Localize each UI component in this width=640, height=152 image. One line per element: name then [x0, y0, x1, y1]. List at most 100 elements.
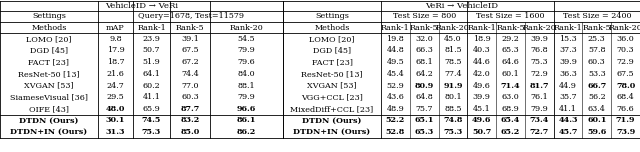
Text: 52.9: 52.9 — [387, 81, 404, 90]
Text: 77.0: 77.0 — [181, 81, 199, 90]
Text: 79.9: 79.9 — [531, 105, 548, 113]
Text: Rank-20: Rank-20 — [522, 24, 556, 31]
Text: Query=1678, Test=11579: Query=1678, Test=11579 — [138, 12, 243, 21]
Text: Rank-1: Rank-1 — [381, 24, 410, 31]
Text: 39.9: 39.9 — [531, 35, 548, 43]
Text: 49.6: 49.6 — [472, 116, 492, 124]
Text: LOMO [20]: LOMO [20] — [309, 35, 355, 43]
Text: 75.3: 75.3 — [444, 128, 463, 136]
Text: 30.1: 30.1 — [106, 116, 125, 124]
Text: 80.1: 80.1 — [444, 93, 461, 101]
Text: 41.1: 41.1 — [143, 93, 161, 101]
Text: Settings: Settings — [32, 12, 66, 21]
Text: 72.9: 72.9 — [617, 58, 634, 66]
Text: DTDN (Ours): DTDN (Ours) — [19, 116, 79, 124]
Text: 45.0: 45.0 — [444, 35, 461, 43]
Text: 45.1: 45.1 — [473, 105, 491, 113]
Text: LOMO [20]: LOMO [20] — [26, 35, 72, 43]
Text: 73.9: 73.9 — [616, 128, 636, 136]
Text: XVGAN [53]: XVGAN [53] — [24, 81, 74, 90]
Text: 18.9: 18.9 — [473, 35, 491, 43]
Text: 48.9: 48.9 — [387, 105, 404, 113]
Text: 31.3: 31.3 — [106, 128, 125, 136]
Text: 76.1: 76.1 — [531, 93, 548, 101]
Text: VGG+CCL [23]: VGG+CCL [23] — [301, 93, 363, 101]
Text: 79.9: 79.9 — [237, 93, 255, 101]
Text: 44.3: 44.3 — [558, 116, 578, 124]
Text: 43.6: 43.6 — [387, 93, 404, 101]
Text: 48.0: 48.0 — [106, 105, 125, 113]
Text: Rank-5: Rank-5 — [582, 24, 611, 31]
Text: 21.6: 21.6 — [107, 70, 124, 78]
Text: 19.8: 19.8 — [387, 35, 404, 43]
Text: 86.1: 86.1 — [237, 116, 256, 124]
Text: 42.0: 42.0 — [473, 70, 491, 78]
Text: 91.9: 91.9 — [443, 81, 463, 90]
Text: Test Size = 1600: Test Size = 1600 — [476, 12, 545, 21]
Text: 65.2: 65.2 — [501, 128, 520, 136]
Text: 65.4: 65.4 — [501, 116, 520, 124]
Text: FACT [23]: FACT [23] — [312, 58, 353, 66]
Text: DGD [45]: DGD [45] — [313, 47, 351, 55]
Text: 36.0: 36.0 — [617, 35, 634, 43]
Text: 15.3: 15.3 — [559, 35, 577, 43]
Text: 71.9: 71.9 — [616, 116, 636, 124]
Text: 56.2: 56.2 — [588, 93, 605, 101]
Text: 78.5: 78.5 — [444, 58, 461, 66]
Text: 68.4: 68.4 — [617, 93, 634, 101]
Text: 50.7: 50.7 — [143, 47, 160, 55]
Text: ResNet-50 [13]: ResNet-50 [13] — [18, 70, 80, 78]
Text: DTDN (Ours): DTDN (Ours) — [302, 116, 362, 124]
Text: 75.7: 75.7 — [415, 105, 433, 113]
Text: Rank-20: Rank-20 — [609, 24, 640, 31]
Text: VehicleID → VeRi: VehicleID → VeRi — [105, 2, 178, 10]
Text: 57.8: 57.8 — [588, 47, 605, 55]
Text: 88.1: 88.1 — [237, 81, 255, 90]
Text: 54.5: 54.5 — [237, 35, 255, 43]
Text: Rank-20: Rank-20 — [436, 24, 470, 31]
Text: 64.1: 64.1 — [143, 70, 161, 78]
Text: 60.3: 60.3 — [588, 58, 605, 66]
Text: 74.8: 74.8 — [444, 116, 463, 124]
Text: Settings: Settings — [315, 12, 349, 21]
Text: 66.3: 66.3 — [415, 47, 433, 55]
Text: 41.1: 41.1 — [559, 105, 577, 113]
Text: 29.5: 29.5 — [107, 93, 124, 101]
Text: OIFE [43]: OIFE [43] — [29, 105, 69, 113]
Text: 88.5: 88.5 — [444, 105, 461, 113]
Text: 67.2: 67.2 — [181, 58, 199, 66]
Text: 60.1: 60.1 — [587, 116, 607, 124]
Text: 86.2: 86.2 — [237, 128, 256, 136]
Text: 39.9: 39.9 — [559, 58, 577, 66]
Text: 75.3: 75.3 — [142, 128, 161, 136]
Text: 72.7: 72.7 — [530, 128, 549, 136]
Text: 81.5: 81.5 — [444, 47, 461, 55]
Text: 60.3: 60.3 — [181, 93, 199, 101]
Text: 79.9: 79.9 — [237, 47, 255, 55]
Text: Test Size = 800: Test Size = 800 — [392, 12, 456, 21]
Text: 65.9: 65.9 — [143, 105, 161, 113]
Text: 73.4: 73.4 — [529, 116, 549, 124]
Text: 76.8: 76.8 — [531, 47, 548, 55]
Text: 45.4: 45.4 — [387, 70, 404, 78]
Text: 79.6: 79.6 — [237, 58, 255, 66]
Text: 32.0: 32.0 — [415, 35, 433, 43]
Text: 51.9: 51.9 — [143, 58, 161, 66]
Text: 76.6: 76.6 — [617, 105, 634, 113]
Text: MixedDiff+CCL [23]: MixedDiff+CCL [23] — [291, 105, 374, 113]
Text: 49.6: 49.6 — [473, 81, 491, 90]
Text: 68.1: 68.1 — [415, 58, 433, 66]
Text: 85.0: 85.0 — [180, 128, 200, 136]
Text: 44.6: 44.6 — [473, 58, 491, 66]
Text: 68.9: 68.9 — [502, 105, 520, 113]
Text: 65.1: 65.1 — [415, 116, 434, 124]
Text: 49.5: 49.5 — [387, 58, 404, 66]
Text: Rank-1: Rank-1 — [137, 24, 166, 31]
Text: 70.3: 70.3 — [617, 47, 634, 55]
Text: Test Size = 2400: Test Size = 2400 — [563, 12, 631, 21]
Text: Rank-1: Rank-1 — [467, 24, 496, 31]
Text: 80.9: 80.9 — [415, 81, 434, 90]
Text: 74.4: 74.4 — [181, 70, 199, 78]
Text: 87.7: 87.7 — [180, 105, 200, 113]
Text: 39.1: 39.1 — [181, 35, 199, 43]
